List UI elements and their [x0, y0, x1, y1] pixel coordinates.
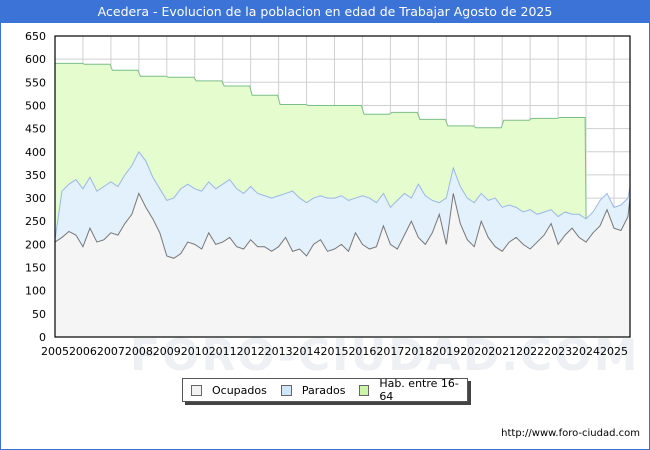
- plot-border: [54, 35, 631, 338]
- svg-text:150: 150: [25, 262, 46, 275]
- legend-swatch-parados: [280, 384, 292, 396]
- svg-text:250: 250: [25, 215, 46, 228]
- svg-text:0: 0: [39, 331, 46, 344]
- legend-item-ocupados: Ocupados: [191, 384, 267, 397]
- svg-text:2005: 2005: [41, 345, 69, 358]
- svg-text:2014: 2014: [293, 345, 321, 358]
- svg-text:600: 600: [25, 53, 46, 66]
- legend-label-hab: Hab. entre 16-64: [379, 377, 459, 403]
- svg-text:2012: 2012: [237, 345, 265, 358]
- svg-text:2013: 2013: [265, 345, 293, 358]
- x-axis-ticks: 2005 2006 2007 2008 2009 2010 2011 2012 2013 2014…: [41, 345, 628, 358]
- svg-text:2009: 2009: [153, 345, 181, 358]
- svg-text:550: 550: [25, 76, 46, 89]
- svg-text:400: 400: [25, 146, 46, 159]
- svg-text:2024: 2024: [572, 345, 600, 358]
- svg-text:2021: 2021: [488, 345, 516, 358]
- svg-text:2010: 2010: [181, 345, 209, 358]
- legend-item-hab: Hab. entre 16-64: [359, 377, 461, 403]
- watermark: FORO-CIUDAD.COM: [130, 330, 640, 381]
- y-axis-ticks: 0 50 100 150 200 250 300 350 400 450 500 550 600 650: [25, 30, 46, 344]
- svg-text:2007: 2007: [97, 345, 125, 358]
- svg-text:500: 500: [25, 99, 46, 112]
- legend-label-parados: Parados: [301, 383, 346, 397]
- svg-text:2019: 2019: [432, 345, 460, 358]
- svg-text:2015: 2015: [321, 345, 349, 358]
- svg-text:450: 450: [25, 123, 46, 136]
- ocupados-area: [54, 192, 631, 338]
- chart-title: Acedera - Evolucion de la poblacion en e…: [0, 0, 650, 23]
- legend-swatch-hab: [359, 384, 370, 396]
- svg-text:2006: 2006: [69, 345, 97, 358]
- legend-swatch-ocupados: [191, 384, 202, 396]
- svg-text:2017: 2017: [376, 345, 404, 358]
- legend-item-parados: Parados: [280, 383, 346, 397]
- svg-text:2008: 2008: [125, 345, 153, 358]
- svg-text:200: 200: [25, 238, 46, 251]
- svg-text:300: 300: [25, 192, 46, 205]
- legend: Ocupados Parados Hab. entre 16-64: [182, 377, 468, 403]
- svg-text:350: 350: [25, 169, 46, 182]
- svg-text:2018: 2018: [404, 345, 432, 358]
- svg-text:2016: 2016: [348, 345, 376, 358]
- svg-text:2020: 2020: [460, 345, 488, 358]
- legend-label-ocupados: Ocupados: [212, 383, 267, 397]
- svg-text:2023: 2023: [544, 345, 572, 358]
- svg-text:650: 650: [25, 30, 46, 43]
- svg-text:50: 50: [32, 308, 46, 321]
- svg-text:2011: 2011: [209, 345, 237, 358]
- svg-text:2025: 2025: [600, 345, 628, 358]
- source-url[interactable]: http://www.foro-ciudad.com: [501, 428, 640, 439]
- svg-text:2022: 2022: [516, 345, 544, 358]
- svg-text:100: 100: [25, 285, 46, 298]
